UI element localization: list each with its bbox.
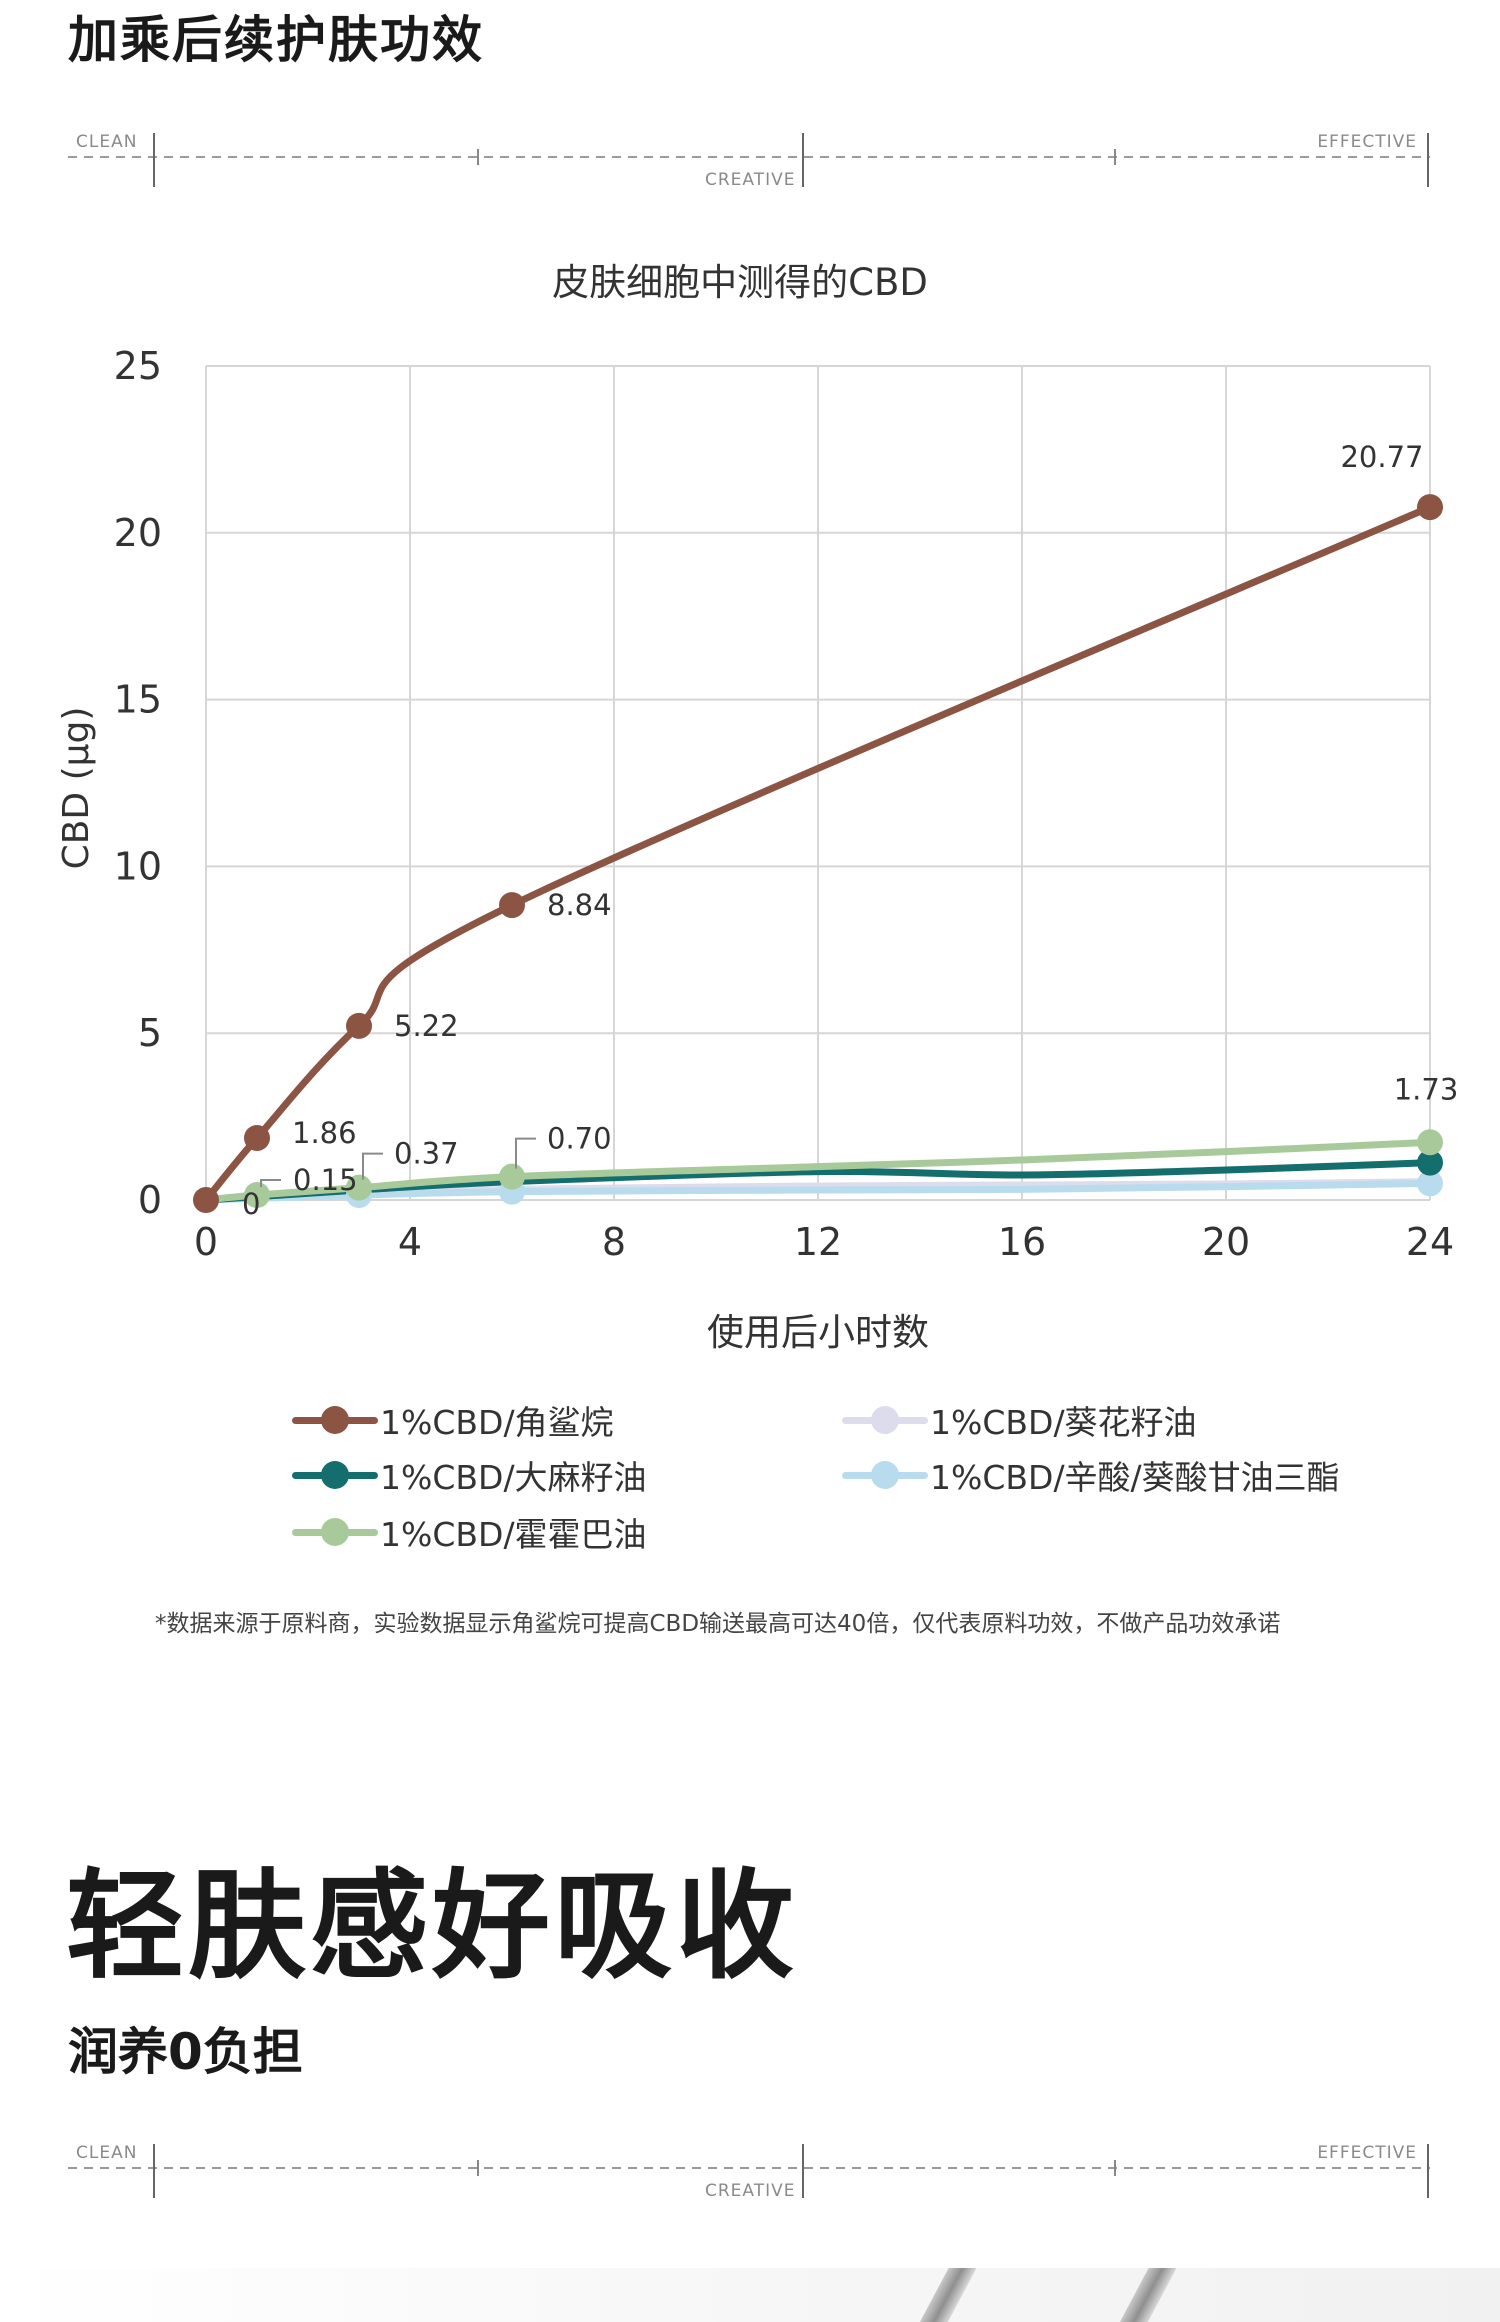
- label-leader: [515, 1137, 536, 1169]
- series-line: [202, 503, 1434, 1204]
- brand-divider-bottom: CLEAN CREATIVE EFFECTIVE: [68, 2143, 1430, 2201]
- chart-legend: 1%CBD/角鲨烷 1%CBD/葵花籽油 1%CBD/大麻籽油 1%CBD/辛酸/葵酸…: [290, 1395, 1390, 1575]
- data-label: 0.15: [293, 1163, 358, 1197]
- label-leader: [260, 1178, 281, 1187]
- chart-series: [202, 503, 1434, 1204]
- legend-swatch: [290, 1450, 380, 1500]
- series-point: [244, 1181, 270, 1208]
- x-tick-label: 12: [794, 1220, 842, 1264]
- y-tick-label: 25: [114, 344, 162, 388]
- brand-divider-top: CLEAN CREATIVE EFFECTIVE: [68, 132, 1430, 190]
- y-tick-label: 20: [114, 511, 162, 555]
- chart-markers: [193, 494, 1443, 1213]
- legend-label: 1%CBD/葵花籽油: [930, 1403, 1197, 1442]
- data-label: 20.77: [1340, 440, 1423, 474]
- series-point: [499, 1163, 525, 1190]
- chart-grid: [205, 365, 1431, 1201]
- x-tick-label: 0: [194, 1220, 218, 1264]
- divider-label-effective: EFFECTIVE: [1317, 2143, 1417, 2163]
- divider-label-clean: CLEAN: [76, 2143, 137, 2163]
- chart-title: 皮肤细胞中测得的CBD: [552, 261, 928, 304]
- x-tick-label: 8: [602, 1220, 626, 1264]
- legend-item: 1%CBD/葵花籽油: [840, 1395, 1197, 1445]
- legend-label: 1%CBD/角鲨烷: [380, 1403, 614, 1442]
- series-line: [202, 1179, 1434, 1204]
- divider-label-creative: CREATIVE: [705, 2181, 796, 2201]
- feature-subheading: 润养0负担: [68, 2023, 303, 2081]
- divider-label-clean: CLEAN: [76, 132, 137, 152]
- y-tick-label: 15: [114, 678, 162, 722]
- series-point: [1417, 1129, 1443, 1156]
- legend-item: 1%CBD/霍霍巴油: [290, 1507, 647, 1557]
- chart-data-labels: 1.86 5.22 8.84 20.77 0 0.15 0.37 0.70 1.73: [242, 440, 1458, 1221]
- divider-label-effective: EFFECTIVE: [1317, 132, 1417, 152]
- data-label: 0.70: [547, 1122, 612, 1156]
- data-label: 1.86: [292, 1116, 357, 1150]
- y-tick-label: 5: [138, 1011, 162, 1055]
- x-tick-label: 20: [1202, 1220, 1250, 1264]
- legend-label: 1%CBD/辛酸/葵酸甘油三酯: [930, 1458, 1340, 1497]
- legend-label: 1%CBD/大麻籽油: [380, 1458, 647, 1497]
- product-photo-strip: [0, 2268, 1500, 2322]
- data-label: 0.37: [394, 1137, 459, 1171]
- series-point: [1417, 1170, 1443, 1197]
- chart-y-axis-label: CBD (μg): [56, 707, 97, 870]
- chart-x-axis-label: 使用后小时数: [707, 1311, 929, 1354]
- legend-swatch: [840, 1450, 930, 1500]
- data-label: 0: [242, 1187, 260, 1221]
- series-point: [346, 1012, 372, 1039]
- x-tick-label: 16: [998, 1220, 1046, 1264]
- series-line: [202, 1138, 1434, 1204]
- divider-label-creative: CREATIVE: [705, 170, 796, 190]
- footnote: *数据来源于原料商，实验数据显示角鲨烷可提高CBD输送最高可达40倍，仅代表原料…: [155, 1611, 1281, 1637]
- section-title: 加乘后续护肤功效: [68, 11, 484, 69]
- series-point: [499, 892, 525, 919]
- series-point: [1417, 1149, 1443, 1176]
- legend-swatch: [840, 1395, 930, 1445]
- data-label: 5.22: [394, 1009, 459, 1043]
- chart-ticks: 0 4 8 12 16 20 24 0 5 10 15 20 25: [114, 344, 1455, 1264]
- y-tick-label: 0: [138, 1178, 162, 1222]
- x-tick-label: 24: [1406, 1220, 1454, 1264]
- data-label: 1.73: [1394, 1072, 1459, 1106]
- x-tick-label: 4: [398, 1220, 422, 1264]
- legend-label: 1%CBD/霍霍巴油: [380, 1515, 647, 1554]
- legend-item: 1%CBD/角鲨烷: [290, 1395, 614, 1445]
- series-point: [244, 1124, 270, 1151]
- data-label: 8.84: [547, 888, 612, 922]
- cbd-line-chart: 1.86 5.22 8.84 20.77 0 0.15 0.37 0.70 1.73 0 4 8 12…: [56, 261, 1458, 1354]
- legend-swatch: [290, 1507, 380, 1557]
- series-point: [1417, 494, 1443, 521]
- legend-item: 1%CBD/大麻籽油: [290, 1450, 647, 1500]
- y-tick-label: 10: [114, 844, 162, 888]
- series-point: [346, 1174, 372, 1201]
- feature-heading: 轻肤感好吸收: [66, 1857, 799, 1995]
- legend-item: 1%CBD/辛酸/葵酸甘油三酯: [840, 1450, 1340, 1500]
- series-point: [193, 1187, 219, 1213]
- label-leader: [362, 1152, 383, 1180]
- legend-swatch: [290, 1395, 380, 1445]
